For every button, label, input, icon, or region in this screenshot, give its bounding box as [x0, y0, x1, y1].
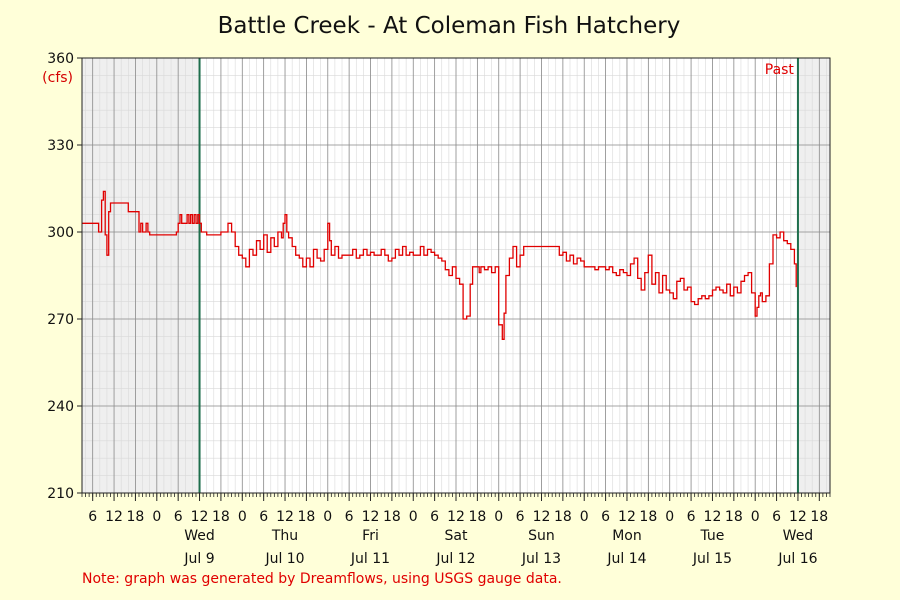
grid	[82, 57, 830, 494]
x-tick-label: 12	[704, 509, 722, 525]
x-tick-label: 0	[152, 509, 161, 525]
x-axis: 6 12 18 0 6 12 18 0 6 12 18 0 6 12 18 0 6 12 18 0 6 12 18 0 6 12 1…	[81, 493, 831, 525]
shaded-regions	[82, 58, 830, 493]
x-tick-label: 12	[618, 509, 636, 525]
x-tick-label: 6	[88, 509, 97, 525]
x-tick-label: 6	[687, 509, 696, 525]
x-tick-label: 6	[601, 509, 610, 525]
day-date-label: Jul 16	[777, 551, 817, 567]
x-tick-label: 12	[105, 509, 123, 525]
day-date-label: Jul 12	[435, 551, 475, 567]
x-tick-label: 6	[345, 509, 354, 525]
y-tick-label: 360	[47, 51, 74, 67]
x-tick-label: 18	[297, 509, 315, 525]
x-tick-label: 12	[362, 509, 380, 525]
y-tick-label: 300	[47, 225, 74, 241]
day-weekday-label: Mon	[612, 528, 642, 544]
footer-note: Note: graph was generated by Dreamflows,…	[82, 571, 562, 587]
x-tick-label: 18	[639, 509, 657, 525]
x-tick-label: 18	[468, 509, 486, 525]
day-date-label: Jul 15	[692, 551, 732, 567]
x-tick-label: 18	[212, 509, 230, 525]
shaded-region-after	[797, 58, 830, 493]
x-tick-label: 6	[516, 509, 525, 525]
day-weekday-label: Wed	[184, 528, 215, 544]
day-weekday-label: Tue	[699, 528, 724, 544]
day-weekday-label: Wed	[783, 528, 814, 544]
x-tick-label: 12	[276, 509, 294, 525]
x-tick-label: 0	[238, 509, 247, 525]
past-label: Past	[765, 62, 795, 78]
y-tick-label: 210	[47, 486, 74, 502]
day-date-label: Jul 9	[183, 551, 214, 567]
day-date-label: Jul 14	[606, 551, 646, 567]
x-tick-label: 18	[810, 509, 828, 525]
x-tick-label: 12	[533, 509, 551, 525]
x-tick-label: 0	[580, 509, 589, 525]
x-tick-label: 0	[323, 509, 332, 525]
y-tick-label: 330	[47, 138, 74, 154]
day-labels: Wed Jul 9 Thu Jul 10 Fri Jul 11 Sat Jul 12 Sun Ju…	[183, 528, 817, 567]
day-date-label: Jul 10	[264, 551, 304, 567]
x-tick-label: 18	[383, 509, 401, 525]
chart-title: Battle Creek - At Coleman Fish Hatchery	[218, 13, 681, 39]
x-tick-label: 0	[751, 509, 760, 525]
y-unit-label: (cfs)	[42, 70, 73, 86]
x-tick-label: 0	[409, 509, 418, 525]
x-tick-label: 12	[447, 509, 465, 525]
x-tick-label: 18	[725, 509, 743, 525]
y-tick-label: 240	[47, 399, 74, 415]
past-window	[198, 58, 799, 493]
x-tick-label: 12	[191, 509, 209, 525]
y-tick-label: 270	[47, 312, 74, 328]
x-tick-label: 6	[174, 509, 183, 525]
x-tick-label: 18	[127, 509, 145, 525]
day-weekday-label: Sat	[445, 528, 468, 544]
y-axis: 210 240 270 300 330 360	[47, 51, 82, 502]
x-tick-label: 6	[259, 509, 268, 525]
day-weekday-label: Fri	[362, 528, 379, 544]
day-date-label: Jul 13	[521, 551, 561, 567]
day-date-label: Jul 11	[350, 551, 390, 567]
flow-series-line	[82, 190, 797, 340]
day-weekday-label: Thu	[271, 528, 298, 544]
x-tick-label: 6	[772, 509, 781, 525]
day-weekday-label: Sun	[528, 528, 555, 544]
x-tick-label: 0	[665, 509, 674, 525]
shaded-region-before	[82, 58, 200, 493]
x-tick-label: 6	[430, 509, 439, 525]
x-tick-label: 0	[494, 509, 503, 525]
x-tick-label: 18	[554, 509, 572, 525]
x-tick-label: 12	[789, 509, 807, 525]
